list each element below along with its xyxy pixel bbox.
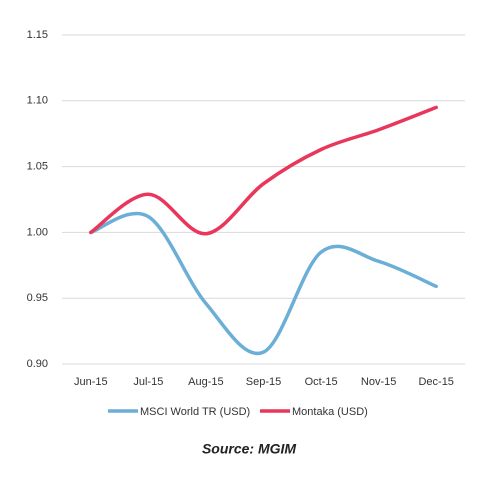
source-note: Source: MGIM (202, 441, 296, 457)
legend-label: Montaka (USD) (292, 406, 368, 418)
x-tick-label: Jun-15 (74, 376, 108, 388)
x-tick-label: Aug-15 (188, 376, 223, 388)
x-tick-label: Jul-15 (133, 376, 163, 388)
y-tick-label: 1.00 (27, 226, 48, 238)
y-tick-label: 1.10 (27, 95, 48, 107)
y-tick-label: 0.95 (27, 292, 48, 304)
y-tick-label: 1.15 (27, 29, 48, 41)
y-tick-label: 1.05 (27, 161, 48, 173)
series-line (89, 105, 438, 236)
x-tick-label: Nov-15 (361, 376, 396, 388)
legend-label: MSCI World TR (USD) (140, 406, 250, 418)
y-tick-label: 0.90 (27, 358, 48, 370)
x-tick-label: Sep-15 (246, 376, 281, 388)
x-tick-label: Oct-15 (305, 376, 338, 388)
x-tick-label: Dec-15 (418, 376, 453, 388)
series-line (89, 211, 438, 356)
